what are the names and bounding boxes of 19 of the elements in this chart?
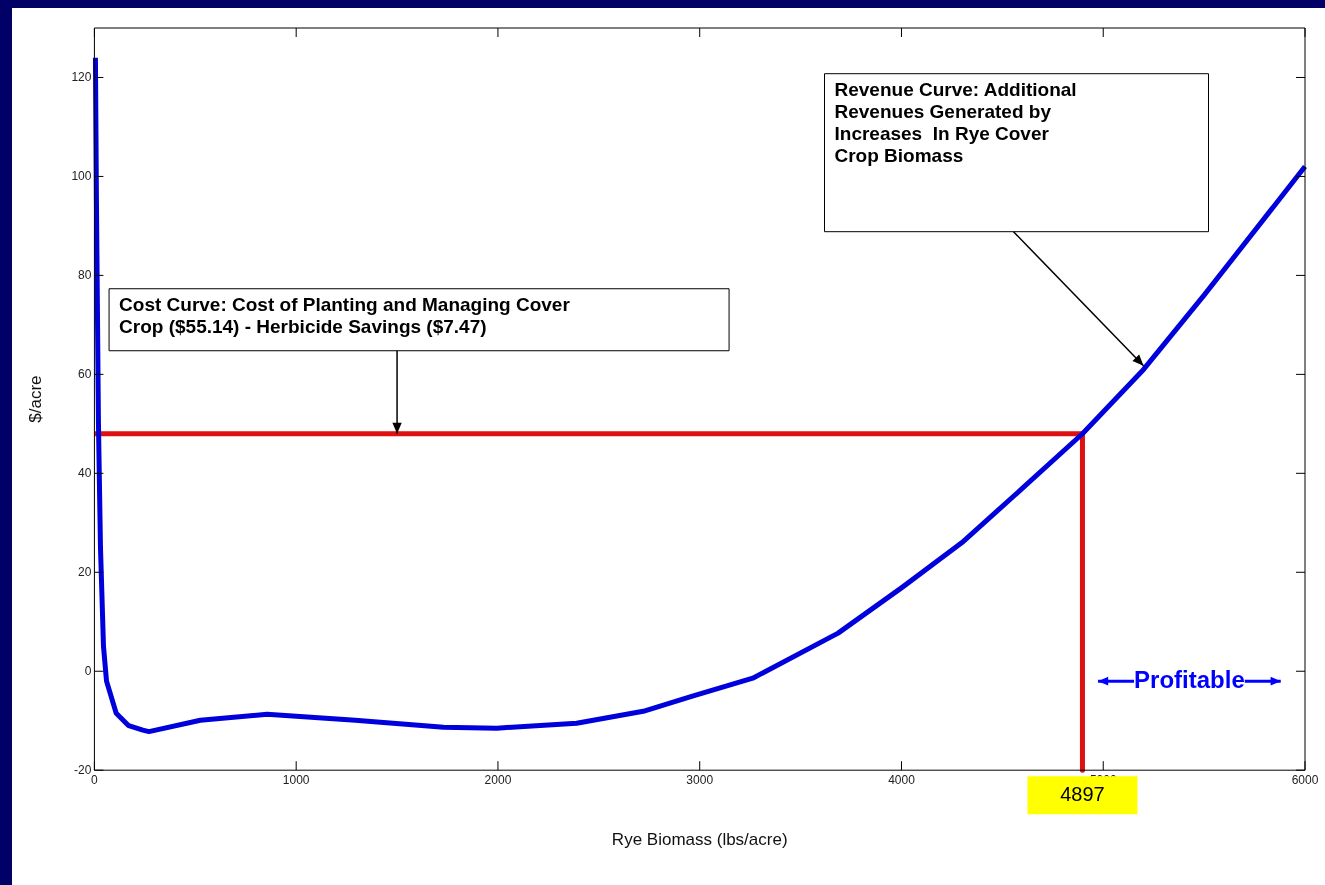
y-tick-label: 120 (71, 69, 92, 84)
y-tick-label: 40 (78, 465, 92, 480)
x-tick-label: 3000 (686, 772, 714, 787)
annotation: Revenue Curve: Additional Revenues Generated by Increases In Rye Cover Crop Biomass (834, 79, 1077, 167)
y-tick-label: 0 (84, 663, 92, 678)
x-tick-label: 2000 (484, 772, 512, 787)
y-tick-label: 80 (78, 267, 92, 282)
y-tick-label: 100 (71, 168, 92, 183)
x-tick-label: 4000 (888, 772, 916, 787)
y-tick-label: 20 (78, 564, 92, 579)
y-tick-label: -20 (74, 762, 92, 777)
x-tick-label: 6000 (1291, 772, 1319, 787)
x-tick-label: 1000 (282, 772, 310, 787)
annotation: 4897 (1060, 782, 1105, 805)
y-axis-title: $/acre (25, 375, 45, 423)
annotation: Cost Curve: Cost of Planting and Managing Cover Crop ($55.14) - Herbicide Savings ($7.47) (119, 294, 571, 338)
y-tick-label: 60 (78, 366, 92, 381)
annotation: Profitable (1134, 665, 1245, 693)
x-axis-title: Rye Biomass (lbs/acre) (611, 830, 788, 850)
